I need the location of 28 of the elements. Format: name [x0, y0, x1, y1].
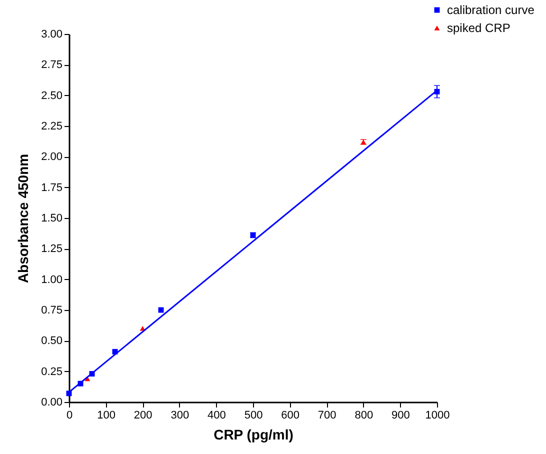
y-tick-label: 2.00: [41, 151, 62, 164]
x-tick-label: 300: [170, 410, 190, 422]
y-tick-label: 1.25: [41, 243, 62, 256]
y-tick-label: 1.00: [41, 274, 62, 286]
legend-label: spiked CRP: [447, 21, 510, 35]
legend-label: calibration curve: [447, 3, 535, 17]
y-tick-label: 1.75: [41, 182, 62, 194]
y-tick-label: 0.50: [41, 335, 62, 348]
x-tick-label: 900: [392, 410, 410, 422]
x-tick-label: 600: [281, 410, 300, 422]
x-tick-label: 700: [318, 410, 336, 422]
x-tick-label: 200: [134, 410, 152, 422]
x-tick-label: 0: [66, 410, 73, 422]
y-tick-label: 1.50: [41, 212, 62, 224]
y-tick-label: 2.75: [41, 59, 62, 72]
x-tick-label: 100: [97, 410, 116, 422]
y-axis-title: Absorbance 450nm: [15, 154, 32, 284]
y-tick-label: 0.75: [41, 304, 62, 316]
x-tick-label: 1000: [425, 410, 450, 422]
y-tick-label: 2.50: [41, 90, 62, 102]
x-axis-title: CRP (pg/ml): [214, 426, 294, 442]
y-tick-label: 2.25: [41, 120, 62, 132]
x-tick-label: 500: [244, 410, 263, 422]
x-tick-label: 400: [208, 410, 226, 422]
x-tick-label: 800: [354, 410, 374, 422]
y-tick-label: 0.25: [41, 366, 62, 378]
y-tick-label: 0.00: [41, 396, 62, 408]
y-tick-label: 3.00: [41, 28, 62, 40]
